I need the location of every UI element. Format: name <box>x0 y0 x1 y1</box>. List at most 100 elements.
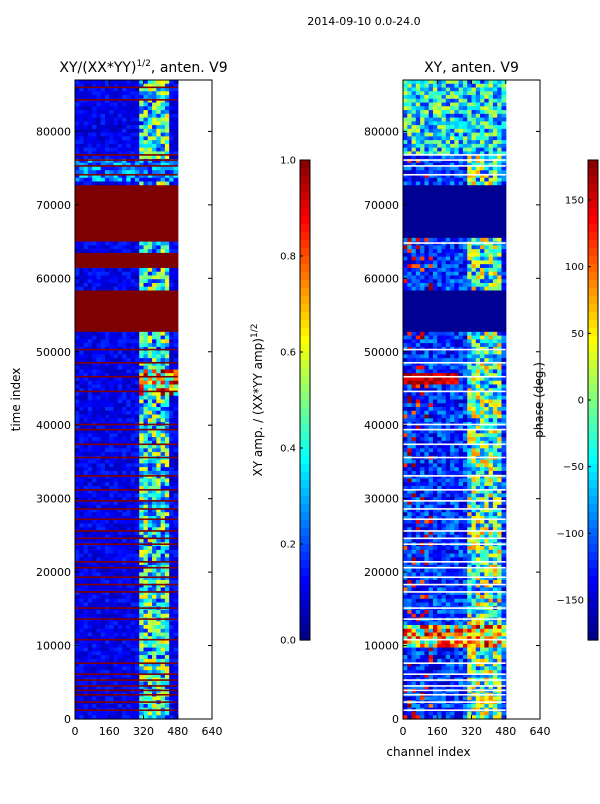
heatmap-cell <box>135 625 140 629</box>
heatmap-cell <box>480 136 485 140</box>
heatmap-cell <box>118 351 123 355</box>
heatmap-cell <box>429 110 434 114</box>
heatmap-cell <box>144 524 149 528</box>
heatmap-cell <box>139 230 144 234</box>
heatmap-cell <box>144 358 149 362</box>
heatmap-cell <box>144 396 149 400</box>
heatmap-cell <box>118 595 123 599</box>
heatmap-cell <box>484 189 489 193</box>
heatmap-cell <box>152 193 157 197</box>
heatmap-cell <box>118 321 123 325</box>
heatmap-cell <box>161 283 166 287</box>
heatmap-cell <box>433 110 438 114</box>
heatmap-cell <box>75 234 80 238</box>
heatmap-cell <box>84 208 89 212</box>
heatmap-cell <box>101 524 106 528</box>
heatmap-cell <box>497 80 502 84</box>
y-tick-label: 40000 <box>36 419 71 432</box>
heatmap-cell <box>131 614 136 618</box>
heatmap-cell <box>118 204 123 208</box>
heatmap-cell <box>493 106 498 110</box>
heatmap-cell <box>109 253 114 257</box>
heatmap-cell <box>84 178 89 182</box>
heatmap-cell <box>161 467 166 471</box>
heatmap-cell <box>75 554 80 558</box>
heatmap-cell <box>126 610 131 614</box>
heatmap-cell <box>135 178 140 182</box>
heatmap-cell <box>493 80 498 84</box>
heatmap-cell <box>114 155 119 159</box>
heatmap-cell <box>173 351 178 355</box>
heatmap-cell <box>169 136 174 140</box>
heatmap-cell <box>139 294 144 298</box>
heatmap-cell <box>454 84 459 88</box>
heatmap-cell <box>152 403 157 407</box>
heatmap-cell <box>501 84 506 88</box>
heatmap-cell <box>135 520 140 524</box>
heatmap-cell <box>131 110 136 114</box>
heatmap-cell <box>489 118 494 122</box>
heatmap-cell <box>148 106 153 110</box>
heatmap-cell <box>126 354 131 358</box>
heatmap-cell <box>122 328 127 332</box>
heatmap-cell <box>79 681 84 685</box>
heatmap-cell <box>79 208 84 212</box>
heatmap-cell <box>144 602 149 606</box>
heatmap-cell <box>79 103 84 107</box>
heatmap-cell <box>173 403 178 407</box>
flag-line <box>75 500 178 502</box>
heatmap-cell <box>84 400 89 404</box>
heatmap-cell <box>118 460 123 464</box>
heatmap-cell <box>424 125 429 129</box>
heatmap-cell <box>135 400 140 404</box>
heatmap-cell <box>407 170 412 174</box>
heatmap-cell <box>122 223 127 227</box>
heatmap-cell <box>139 189 144 193</box>
heatmap-cell <box>148 309 153 313</box>
heatmap-cell <box>101 343 106 347</box>
heatmap-cell <box>131 103 136 107</box>
heatmap-cell <box>79 290 84 294</box>
heatmap-cell <box>148 351 153 355</box>
heatmap-cell <box>131 260 136 264</box>
heatmap-cell <box>96 704 101 708</box>
heatmap-cell <box>75 681 80 685</box>
heatmap-cell <box>463 84 468 88</box>
heatmap-cell <box>437 144 442 148</box>
heatmap-cell <box>424 181 429 185</box>
heatmap-cell <box>92 136 97 140</box>
heatmap-cell <box>105 411 110 415</box>
heatmap-cell <box>173 219 178 223</box>
heatmap-cell <box>489 121 494 125</box>
heatmap-cell <box>109 655 114 659</box>
heatmap-cell <box>450 118 455 122</box>
heatmap-cell <box>161 185 166 189</box>
heatmap-cell <box>114 377 119 381</box>
heatmap-cell <box>144 411 149 415</box>
heatmap-cell <box>173 524 178 528</box>
heatmap-cell <box>84 366 89 370</box>
heatmap-cell <box>131 602 136 606</box>
heatmap-cell <box>75 437 80 441</box>
heatmap-cell <box>165 290 170 294</box>
heatmap-cell <box>459 114 464 118</box>
heatmap-cell <box>144 614 149 618</box>
heatmap-cell <box>96 572 101 576</box>
heatmap-cell <box>126 651 131 655</box>
heatmap-cell <box>92 640 97 644</box>
heatmap-cell <box>139 185 144 189</box>
heatmap-cell <box>442 125 447 129</box>
heatmap-cell <box>131 294 136 298</box>
heatmap-cell <box>114 144 119 148</box>
heatmap-cell <box>424 91 429 95</box>
heatmap-cell <box>114 400 119 404</box>
heatmap-cell <box>139 118 144 122</box>
heatmap-cell <box>173 625 178 629</box>
heatmap-cell <box>126 467 131 471</box>
heatmap-cell <box>122 411 127 415</box>
heatmap-cell <box>122 178 127 182</box>
heatmap-cell <box>126 366 131 370</box>
heatmap-cell <box>463 99 468 103</box>
heatmap-cell <box>152 381 157 385</box>
heatmap-cell <box>126 181 131 185</box>
